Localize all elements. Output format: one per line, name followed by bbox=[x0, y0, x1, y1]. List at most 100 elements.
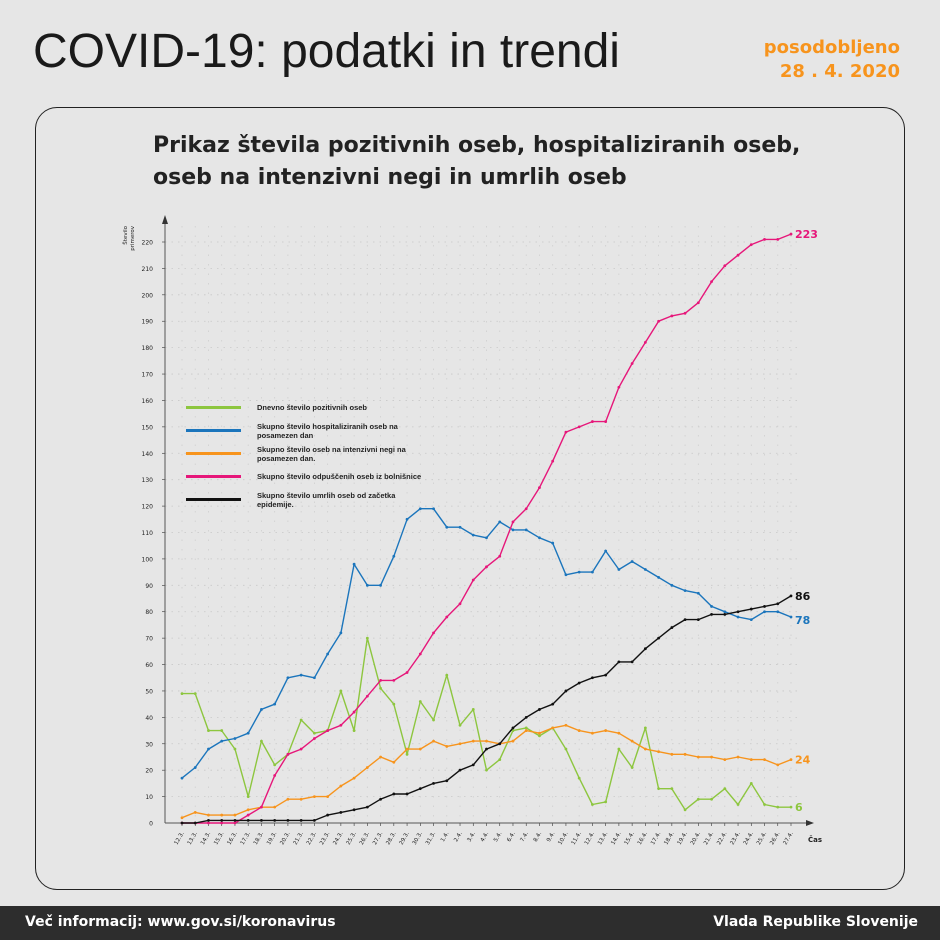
x-tick-label: 2.4. bbox=[453, 831, 464, 843]
data-point bbox=[498, 742, 502, 746]
data-point bbox=[723, 264, 727, 268]
data-point bbox=[299, 797, 303, 801]
data-point bbox=[696, 301, 700, 305]
data-point bbox=[551, 459, 555, 463]
data-point bbox=[617, 660, 621, 664]
legend-label: Skupno število oseb na intenzivni negi n… bbox=[257, 444, 406, 463]
data-point bbox=[471, 578, 475, 582]
more-info-link[interactable]: Več informacij: www.gov.si/koronavirus bbox=[25, 914, 336, 930]
data-point bbox=[246, 808, 250, 812]
data-point bbox=[365, 805, 369, 809]
data-point bbox=[617, 747, 621, 751]
x-tick-label: 26.4. bbox=[769, 831, 781, 846]
organization-name: Vlada Republike Slovenije bbox=[713, 914, 918, 930]
data-point bbox=[180, 816, 184, 820]
data-point bbox=[789, 615, 793, 619]
data-point bbox=[180, 776, 184, 780]
data-point bbox=[789, 232, 793, 236]
x-tick-label: 14.3. bbox=[200, 831, 212, 846]
grid bbox=[165, 226, 800, 823]
x-tick-label: 11.4. bbox=[571, 831, 583, 846]
data-point bbox=[776, 610, 780, 614]
data-point bbox=[657, 319, 661, 323]
data-point bbox=[789, 805, 793, 809]
data-point bbox=[723, 610, 727, 614]
data-point bbox=[564, 689, 568, 693]
legend-item: Skupno število odpuščenih oseb iz bolniš… bbox=[186, 465, 427, 488]
data-point bbox=[511, 726, 515, 730]
data-point bbox=[339, 631, 343, 635]
data-point bbox=[193, 692, 197, 695]
data-point bbox=[670, 752, 674, 756]
data-point bbox=[524, 528, 528, 532]
data-point bbox=[763, 803, 766, 806]
data-point bbox=[458, 602, 462, 606]
data-point bbox=[551, 726, 555, 730]
series-lines: 6 78 24 223 86 bbox=[180, 228, 818, 825]
data-point bbox=[591, 731, 594, 735]
data-point bbox=[485, 739, 488, 743]
data-point bbox=[696, 797, 700, 801]
data-point bbox=[207, 729, 210, 732]
x-tick-label: 4.4. bbox=[480, 831, 491, 843]
data-point bbox=[326, 729, 330, 732]
data-point bbox=[405, 792, 409, 796]
data-point bbox=[630, 660, 634, 664]
data-point bbox=[405, 517, 409, 521]
y-axis-arrow-icon bbox=[162, 215, 168, 224]
legend-swatch bbox=[186, 429, 241, 432]
y-tick-label: 40 bbox=[145, 715, 153, 722]
data-point bbox=[193, 821, 197, 825]
end-value-label: 86 bbox=[795, 590, 811, 603]
data-point bbox=[418, 787, 422, 791]
x-tick-label: 9.4. bbox=[546, 831, 557, 843]
data-point bbox=[749, 758, 753, 762]
legend-item: Skupno število hospitaliziranih oseb na … bbox=[186, 419, 427, 442]
x-tick-label: 20.3. bbox=[279, 831, 291, 846]
data-point bbox=[233, 737, 237, 740]
data-point bbox=[736, 615, 740, 619]
x-tick-label: 16.3. bbox=[226, 831, 238, 846]
x-tick-label: 27.4. bbox=[783, 831, 795, 846]
data-point bbox=[630, 739, 634, 743]
y-tick-label: 10 bbox=[145, 794, 153, 801]
legend-label: Skupno število hospitaliziranih oseb na … bbox=[257, 421, 398, 440]
data-point bbox=[379, 583, 382, 587]
data-point bbox=[432, 739, 435, 743]
data-point bbox=[736, 755, 740, 759]
x-tick-label: 13.3. bbox=[187, 831, 199, 846]
data-point bbox=[365, 636, 369, 640]
data-point bbox=[776, 237, 780, 241]
data-point bbox=[683, 589, 687, 592]
x-tick-label: 6.4. bbox=[506, 831, 517, 843]
legend-label: Skupno število odpuščenih oseb iz bolniš… bbox=[257, 472, 422, 481]
data-point bbox=[749, 243, 753, 247]
data-point bbox=[710, 612, 713, 616]
data-point bbox=[696, 591, 700, 595]
data-point bbox=[657, 787, 661, 791]
updated-label: posodobljeno bbox=[763, 37, 900, 58]
data-point bbox=[524, 507, 528, 511]
legend-item: Skupno število umrlih oseb od začetka ep… bbox=[186, 488, 427, 511]
y-tick-label: 100 bbox=[142, 556, 154, 563]
data-point bbox=[617, 385, 621, 389]
x-axis-arrow-icon bbox=[806, 820, 814, 826]
data-point bbox=[710, 280, 713, 284]
data-point bbox=[789, 594, 793, 598]
data-point bbox=[379, 755, 382, 759]
y-axis-label: Številoprimerov bbox=[122, 225, 136, 251]
data-point bbox=[538, 486, 541, 490]
data-point bbox=[246, 731, 250, 735]
y-tick-label: 130 bbox=[142, 477, 154, 484]
x-tick-label: 10.4. bbox=[557, 831, 569, 846]
x-tick-label: 3.4. bbox=[467, 831, 478, 843]
data-point bbox=[286, 818, 290, 822]
data-point bbox=[312, 731, 316, 735]
data-point bbox=[710, 797, 713, 801]
x-tick-label: 21.3. bbox=[293, 831, 305, 846]
data-point bbox=[789, 758, 793, 762]
data-point bbox=[524, 726, 528, 730]
x-tick-label: 31.3. bbox=[425, 831, 437, 846]
data-point bbox=[326, 652, 330, 656]
y-tick-label: 180 bbox=[142, 345, 154, 352]
